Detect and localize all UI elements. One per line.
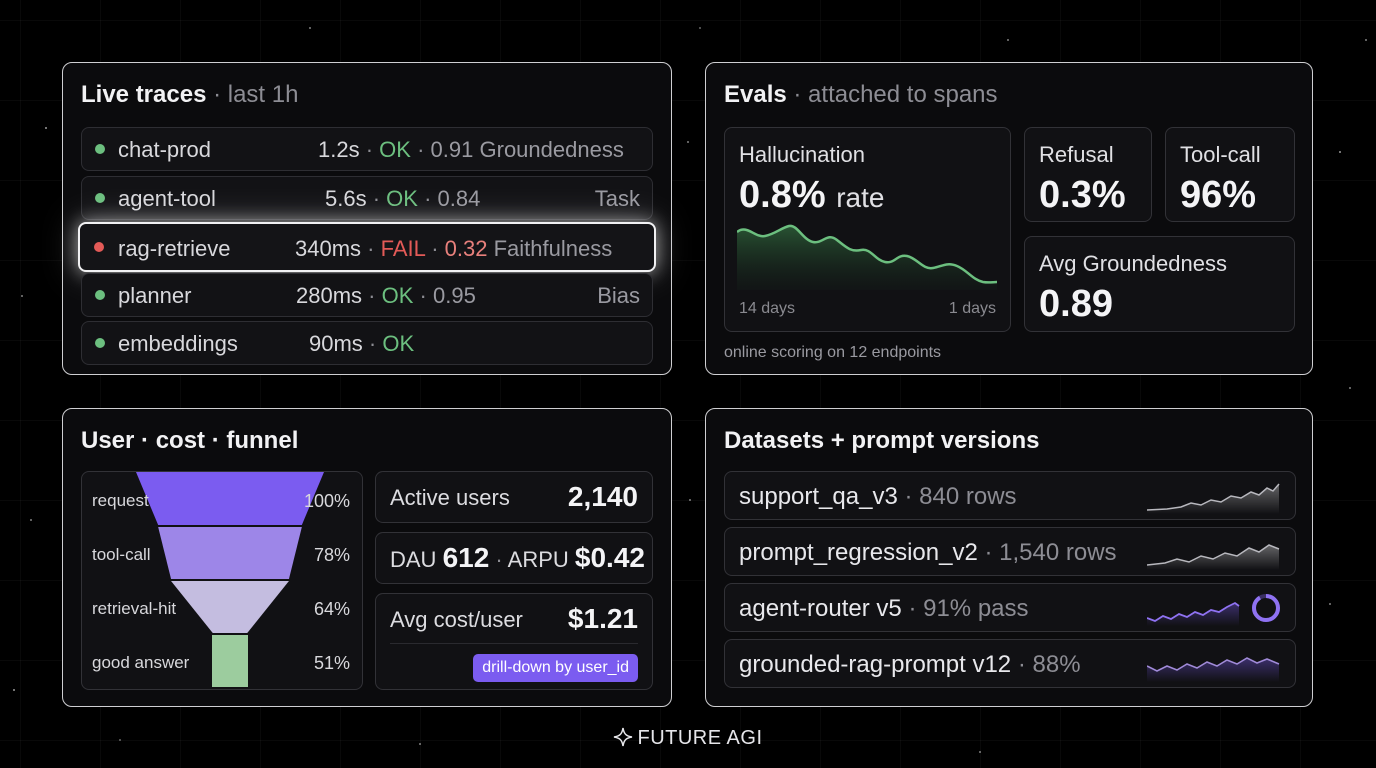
card-label: Hallucination: [739, 142, 865, 167]
avg-groundedness-card[interactable]: Avg Groundedness 0.89: [1024, 236, 1295, 332]
avg-cost-card[interactable]: Avg cost/user $1.21 drill-down by user_i…: [375, 593, 653, 690]
trace-latency-status: 5.6s · OK · 0.84: [325, 186, 481, 211]
funnel-stage-0[interactable]: [136, 472, 324, 525]
brand-footer: FUTURE AGI: [0, 727, 1376, 750]
active-users-card[interactable]: Active users 2,140: [375, 471, 653, 523]
funnel-stage-1[interactable]: [158, 527, 302, 579]
prompt-row-grounded-rag[interactable]: grounded-rag-prompt v12 · 88%: [724, 639, 1296, 688]
divider: [390, 643, 638, 644]
active-users-value: 2,140: [567, 481, 638, 512]
funnel-stage-pct: 100%: [303, 491, 350, 511]
funnel-stage-2[interactable]: [171, 581, 289, 633]
dataset-name: prompt_regression_v2 · 1,540 rows: [739, 539, 1117, 566]
datasets-panel: Datasets + prompt versions support_qa_v3…: [705, 408, 1313, 707]
tool-call-value: 96%: [1180, 174, 1257, 216]
funnel-stage-pct: 64%: [313, 599, 350, 619]
hallucination-trend-chart: [737, 224, 998, 290]
trace-latency-status: 90ms · OK: [309, 331, 415, 356]
funnel-shapes: [136, 472, 324, 687]
hallucination-card[interactable]: Hallucination 0.8% rate 14 days 1 days: [724, 127, 1011, 332]
card-label: Avg Groundedness: [1039, 251, 1227, 276]
hallucination-value: 0.8% rate: [739, 174, 885, 216]
dataset-row-support-qa[interactable]: support_qa_v3 · 840 rows: [724, 471, 1296, 520]
trace-name: embeddings: [118, 331, 238, 356]
dataset-row-prompt-regression[interactable]: prompt_regression_v2 · 1,540 rows: [724, 527, 1296, 576]
trace-row-agent-tool[interactable]: agent-tool 5.6s · OK · 0.84 Task: [81, 176, 653, 220]
funnel-stage-label: tool-call: [92, 545, 151, 564]
drill-down-button[interactable]: drill-down by user_id: [473, 654, 638, 682]
card-label: Tool-call: [1180, 142, 1261, 167]
funnel-stage-pct: 51%: [313, 653, 350, 673]
prompt-row-agent-router[interactable]: agent-router v5 · 91% pass: [724, 583, 1296, 632]
status-dot-icon: [95, 290, 105, 300]
sparkle-icon: [614, 727, 633, 747]
funnel-panel: User · cost · funnel request tool-call r…: [62, 408, 672, 707]
trace-latency-status: 1.2s · OK · 0.91 Groundedness: [318, 137, 624, 162]
panel-title: User · cost · funnel: [81, 427, 299, 454]
stat-label: Avg cost/user: [390, 607, 523, 632]
refusal-value: 0.3%: [1039, 174, 1126, 216]
trace-latency-status: 340ms · FAIL · 0.32 Faithfulness: [295, 236, 613, 261]
funnel-chart: request tool-call retrieval-hit good ans…: [81, 471, 363, 690]
dau-arpu-values: DAU 612 · ARPU $0.42: [390, 542, 645, 573]
chart-end-label: 1 days: [948, 300, 996, 317]
status-dot-icon: [95, 144, 105, 154]
trace-latency-status: 280ms · OK · 0.95: [296, 283, 476, 308]
chart-start-label: 14 days: [739, 300, 796, 317]
funnel-stage-label: request: [92, 491, 149, 510]
trace-metric: Task: [594, 186, 640, 211]
funnel-stage-pct: 78%: [313, 545, 350, 565]
prompt-name: agent-router v5 · 91% pass: [739, 595, 1029, 622]
tool-call-card[interactable]: Tool-call 96%: [1165, 127, 1295, 222]
sparkline-with-ring: [1147, 594, 1280, 626]
stat-label: Active users: [390, 485, 510, 510]
trace-row-embeddings[interactable]: embeddings 90ms · OK: [81, 321, 653, 365]
status-dot-icon: [95, 338, 105, 348]
funnel-stage-3[interactable]: [212, 635, 248, 687]
trace-name: agent-tool: [118, 186, 216, 211]
card-label: Refusal: [1039, 142, 1114, 167]
dataset-name: support_qa_v3 · 840 rows: [739, 483, 1017, 510]
trace-row-rag-retrieve[interactable]: rag-retrieve 340ms · FAIL · 0.32 Faithfu…: [78, 222, 656, 272]
status-dot-icon: [94, 242, 104, 252]
panel-title: Datasets + prompt versions: [724, 427, 1040, 454]
funnel-stage-label: retrieval-hit: [92, 599, 177, 618]
panel-title: Live traces · last 1h: [81, 81, 299, 108]
panel-title: Evals · attached to spans: [724, 81, 998, 108]
trace-name: planner: [118, 283, 192, 308]
trace-metric: Bias: [597, 283, 640, 308]
trace-name: chat-prod: [118, 137, 211, 162]
groundedness-value: 0.89: [1039, 283, 1113, 325]
refusal-card[interactable]: Refusal 0.3%: [1024, 127, 1152, 222]
prompt-name: grounded-rag-prompt v12 · 88%: [739, 651, 1081, 678]
brand-name: FUTURE AGI: [637, 727, 763, 749]
evals-panel: Evals · attached to spans Hallucination …: [705, 62, 1313, 375]
trace-row-chat-prod[interactable]: chat-prod 1.2s · OK · 0.91 Groundedness: [81, 127, 653, 171]
trace-name: rag-retrieve: [118, 236, 231, 261]
evals-footnote: online scoring on 12 endpoints: [724, 344, 942, 361]
live-traces-panel: Live traces · last 1h chat-prod 1.2s · O…: [62, 62, 672, 375]
sparkline-chart: [1147, 544, 1280, 570]
sparkline-chart: [1147, 483, 1280, 514]
dau-arpu-card[interactable]: DAU 612 · ARPU $0.42: [375, 532, 653, 584]
funnel-stage-label: good answer: [92, 653, 190, 672]
trace-row-planner[interactable]: planner 280ms · OK · 0.95 Bias: [81, 273, 653, 317]
status-dot-icon: [95, 193, 105, 203]
avg-cost-value: $1.21: [567, 603, 638, 634]
sparkline-chart: [1147, 657, 1280, 682]
